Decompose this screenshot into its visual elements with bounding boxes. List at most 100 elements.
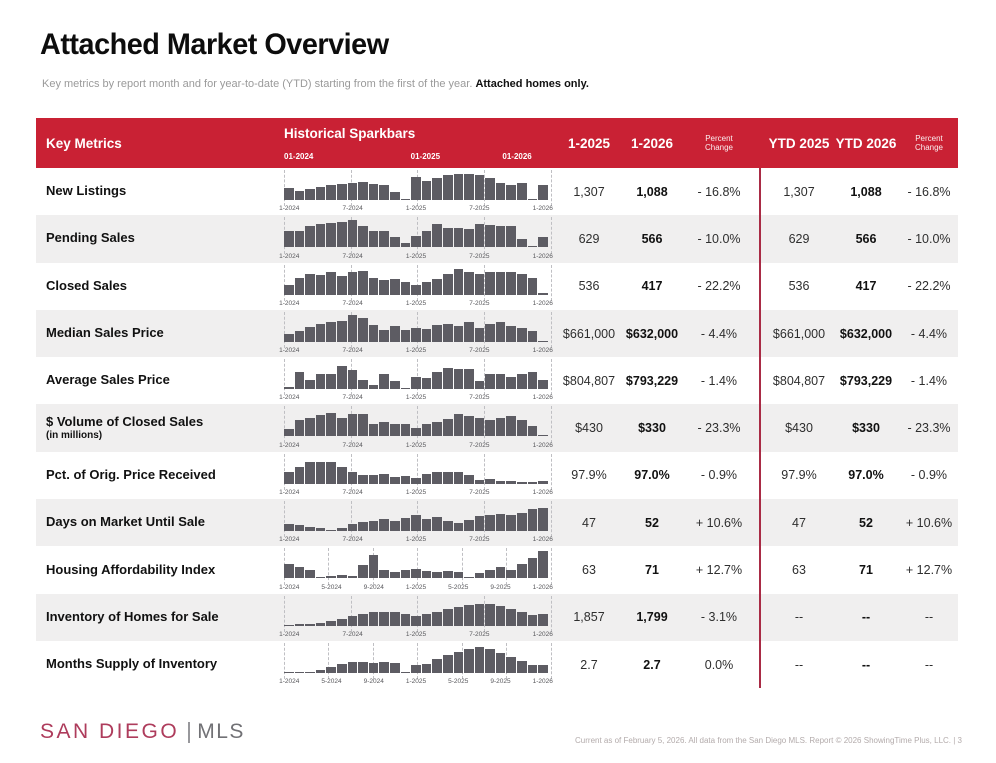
table-row: Median Sales Price 1-2024 7-2024 1-2025 7-2…: [36, 309, 958, 358]
sparkbar-bar: [400, 329, 411, 342]
sparkbar-bar: [495, 567, 506, 579]
metric-label-cell: New Listings: [36, 168, 280, 215]
metric-label: Pct. of Orig. Price Received: [46, 466, 216, 482]
sparkbar-bar: [527, 198, 538, 200]
sparkbar-bar: [432, 517, 442, 532]
value-ytd-change: - 16.8%: [907, 184, 951, 199]
sparkbar-bar: [358, 613, 368, 626]
sparkbar-tick-label: 1-2025: [405, 441, 427, 449]
sparkbar-bar: [389, 662, 400, 673]
sparkbar-bar: [506, 271, 517, 295]
metric-sublabel: (in millions): [46, 430, 103, 442]
sparkbar-bar: [517, 564, 527, 579]
sparkbar-bar: [326, 322, 336, 342]
metric-label-cell: Inventory of Homes for Sale: [36, 594, 280, 641]
sparkbar-tick-label: 1-2024: [279, 489, 300, 497]
sparkbar-bar: [464, 322, 474, 342]
sparkbar-gridline: [484, 264, 486, 301]
sparkbar-bar: [432, 472, 442, 484]
sparkbar-bar: [517, 374, 527, 390]
sparkbar-bar: [368, 277, 379, 295]
sparkbar-bar: [336, 366, 347, 390]
header-col-1-2026: 1-2026: [630, 135, 674, 151]
sparkbar-bar: [368, 183, 379, 200]
value-ytd-change: - 23.3%: [907, 421, 951, 436]
sparkbar-bar: [347, 370, 358, 390]
sparkbar-bar: [347, 661, 358, 673]
sparkbar-bar: [368, 554, 379, 579]
sparkbar-bar: [294, 624, 305, 626]
sparkbar-bar: [506, 515, 517, 532]
sparkbar-bar: [411, 616, 421, 626]
sparkbar-bar: [432, 659, 442, 673]
sparkbar-bar: [464, 605, 474, 626]
sparkbar-gridline: [550, 359, 552, 396]
sparkbar-bar: [358, 414, 368, 437]
sparkbar-gridline: [328, 548, 330, 585]
table-row: $ Volume of Closed Sales (in millions) 1…: [36, 404, 958, 452]
sparkbar-bar: [495, 417, 506, 437]
sparkbar-bar: [464, 475, 474, 484]
sparkbar-gridline: [461, 548, 463, 585]
sparkbar-bar: [294, 671, 305, 673]
year-label: 01-2025: [410, 152, 441, 161]
sparkbar-tick-label: 1-2024: [279, 583, 300, 591]
value-ytd-2025: $661,000: [772, 326, 826, 341]
sparkbar-bar: [358, 318, 368, 342]
sparkbar-bar: [421, 570, 432, 579]
sparkbar-bar: [400, 281, 411, 295]
sparkbar-bar: [453, 368, 464, 390]
sparkbar-bar: [411, 285, 421, 295]
sparkbar-bar: [379, 474, 389, 484]
sparkbar-bar: [368, 520, 379, 532]
value-month-2026: 1,799: [636, 610, 668, 625]
sparkbar-bar: [294, 331, 305, 342]
sparkbar-bar: [315, 415, 326, 437]
table-row: Average Sales Price 1-2024 7-2024 1-2025 7-…: [36, 357, 958, 405]
sparkbar-bar: [474, 327, 485, 342]
sparkbar-bar: [305, 527, 315, 532]
sparkbar-bar: [336, 183, 347, 200]
sparkbar-bar: [347, 471, 358, 484]
sparkbar-bar: [284, 624, 294, 626]
sparkbar-tick-label: 7-2025: [469, 441, 490, 449]
metric-label: Inventory of Homes for Sale: [46, 608, 219, 624]
sparkbar-bar: [411, 477, 421, 484]
sparkbar-gridline: [284, 359, 285, 396]
sparkbar-bar: [379, 421, 389, 437]
sparkbar-chart: 1-2024 7-2024 1-2025 7-2025 1-2026: [279, 357, 558, 404]
sparkbar-bar: [305, 462, 315, 484]
sparkbar-tick-label: 9-2024: [363, 678, 384, 686]
sparkbar-bar: [294, 567, 305, 579]
sparkbar-bar: [464, 519, 474, 532]
sparkbar-bar: [432, 421, 442, 437]
sparkbar-bar: [464, 368, 474, 390]
sparkbar-tick-label: 7-2024: [342, 489, 363, 497]
sparkbar-bar: [506, 326, 517, 342]
sparkbar-tick-label: 5-2025: [448, 583, 469, 591]
sparkbar-tick-label: 5-2024: [321, 678, 342, 686]
sparkbar-bar: [379, 662, 389, 673]
sparkbar-tick-label: 1-2026: [532, 536, 553, 544]
sparkbar-bar: [400, 423, 411, 437]
sparkbar-bar: [368, 385, 379, 390]
sparkbar-bar: [474, 273, 485, 295]
sparkbar-tick-label: 1-2024: [279, 205, 300, 213]
sparkbar-gridline: [550, 264, 552, 301]
sparkbar-bar: [368, 475, 379, 484]
value-ytd-change: - 1.4%: [910, 373, 948, 388]
sparkbar-bar: [495, 481, 506, 484]
sparkbar-bar: [411, 377, 421, 390]
table-row: Days on Market Until Sale 1-2024 7-2024 1-…: [36, 499, 958, 547]
value-month-2026: 71: [645, 563, 659, 578]
sparkbar-gridline: [484, 217, 486, 254]
sparkbar-gridline: [550, 170, 552, 207]
sparkbar-tick-label: 5-2025: [448, 678, 469, 686]
value-ytd-change: --: [924, 610, 934, 625]
sparkbars-title: Historical Sparkbars: [284, 126, 416, 141]
sparkbar-bar: [368, 662, 379, 673]
sparkbar-bar: [305, 226, 315, 248]
sparkbar-bar: [442, 655, 453, 673]
sparkbar-bar: [474, 479, 485, 484]
logo-san-diego: SAN DIEGO: [40, 720, 180, 743]
